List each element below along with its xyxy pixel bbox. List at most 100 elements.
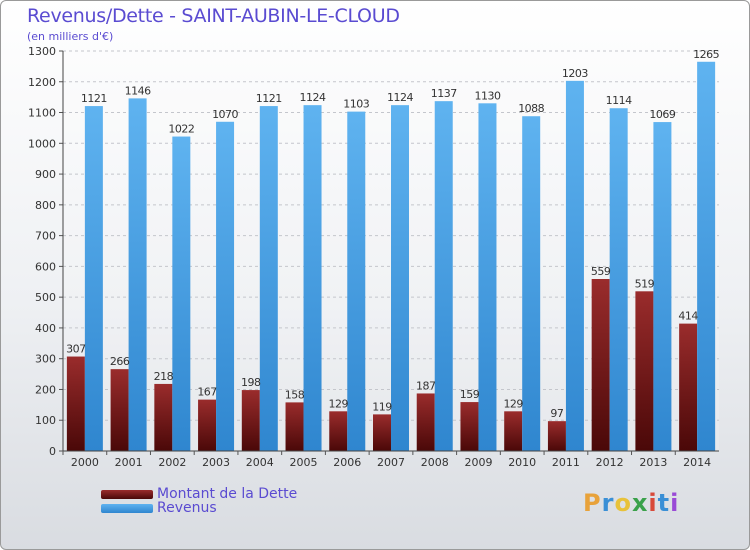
revenus-bar [391,105,409,452]
revenus-value-label: 1069 [649,108,675,121]
revenus-bar [303,105,322,452]
revenus-bar [697,61,716,452]
x-tick-label: 2005 [290,456,318,469]
x-tick-label: 2001 [115,456,143,469]
debt-value-label: 519 [635,277,655,290]
debt-bar [591,279,610,451]
debt-bar [241,390,260,451]
y-tick-label: 500 [35,291,56,304]
debt-bar [154,383,173,451]
debt-value-label: 97 [550,407,563,420]
proxiti-logo: Proxiti [583,489,679,517]
y-tick-label: 1300 [28,45,56,58]
revenus-bar [84,106,103,452]
revenus-value-label: 1022 [168,123,194,136]
revenus-bar [653,122,672,452]
x-tick-label: 2007 [377,456,405,469]
debt-bar [679,323,698,451]
debt-value-label: 167 [197,386,217,399]
y-tick-label: 700 [35,230,56,243]
x-tick-label: 2011 [552,456,580,469]
revenus-bar [259,106,278,452]
logo-letter: o [614,489,632,517]
logo-letter: r [601,489,615,517]
logo-letter: i [670,489,680,517]
y-tick-label: 600 [35,260,56,273]
debt-bar [373,414,391,451]
y-tick-label: 200 [35,383,56,396]
revenus-value-label: 1070 [212,108,238,121]
debt-value-label: 187 [416,379,436,392]
revenus-bar [128,98,147,451]
x-tick-label: 2013 [639,456,667,469]
revenus-bar [565,80,584,451]
debt-value-label: 198 [241,376,261,389]
revenus-value-label: 1265 [693,48,719,61]
logo-letter: x [631,489,649,517]
revenus-bar [172,136,191,452]
revenus-value-label: 1203 [562,67,588,80]
debt-value-label: 307 [66,343,86,356]
revenus-value-label: 1137 [431,87,457,100]
revenus-value-label: 1103 [343,98,369,111]
debt-value-label: 559 [591,265,611,278]
debt-bar [110,369,129,451]
x-tick-label: 2009 [464,456,492,469]
legend-label-revenus: Revenus [157,500,217,516]
legend-label-debt: Montant de la Dette [157,486,298,502]
y-tick-label: 100 [35,414,56,427]
x-tick-label: 2004 [246,456,274,469]
y-tick-label: 0 [49,445,56,458]
debt-bar [66,356,85,451]
revenus-value-label: 1088 [518,102,544,115]
legend-swatch-debt [101,489,153,499]
revenus-bar [609,108,628,451]
x-tick-label: 2012 [596,456,624,469]
revenus-value-label: 1124 [387,91,413,104]
debt-bar [547,421,566,451]
debt-value-label: 414 [678,310,698,323]
logo-letter: P [583,489,602,517]
x-tick-label: 2002 [158,456,186,469]
y-tick-label: 800 [35,199,56,212]
revenus-value-label: 1121 [81,92,107,105]
debt-value-label: 129 [329,397,349,410]
revenus-bar [347,111,366,451]
revenus-bar [216,121,235,452]
debt-value-label: 159 [460,388,480,401]
legend: Montant de la Dette Revenus [101,486,298,516]
x-tick-label: 2008 [421,456,449,469]
debt-bar [329,411,348,451]
revenus-bar [478,103,497,452]
y-tick-label: 1200 [28,76,56,89]
y-tick-label: 300 [35,353,56,366]
debt-value-label: 119 [372,400,392,413]
logo-letter: i [648,489,658,517]
debt-bar [504,411,523,451]
revenus-value-label: 1130 [474,89,500,102]
debt-value-label: 266 [110,355,130,368]
debt-value-label: 218 [154,370,174,383]
revenus-bar [434,101,453,452]
logo-letter: t [657,489,671,517]
debt-value-label: 129 [503,397,523,410]
chart-title: Revenus/Dette - SAINT-AUBIN-LE-CLOUD [27,5,400,27]
y-tick-label: 1000 [28,137,56,150]
x-tick-label: 2003 [202,456,230,469]
legend-item-revenus: Revenus [101,500,297,516]
debt-bar [416,393,435,451]
x-tick-label: 2006 [333,456,361,469]
chart-subtitle: (en milliers d'€) [27,30,114,43]
debt-bar [285,402,304,451]
y-tick-label: 400 [35,322,56,335]
revenus-value-label: 1146 [125,84,151,97]
revenus-value-label: 1114 [606,94,632,107]
legend-item-debt: Montant de la Dette [101,486,298,502]
x-tick-label: 2010 [508,456,536,469]
debt-value-label: 158 [285,388,305,401]
revenus-value-label: 1121 [256,92,282,105]
debt-bar [460,402,479,451]
x-tick-label: 2000 [71,456,99,469]
